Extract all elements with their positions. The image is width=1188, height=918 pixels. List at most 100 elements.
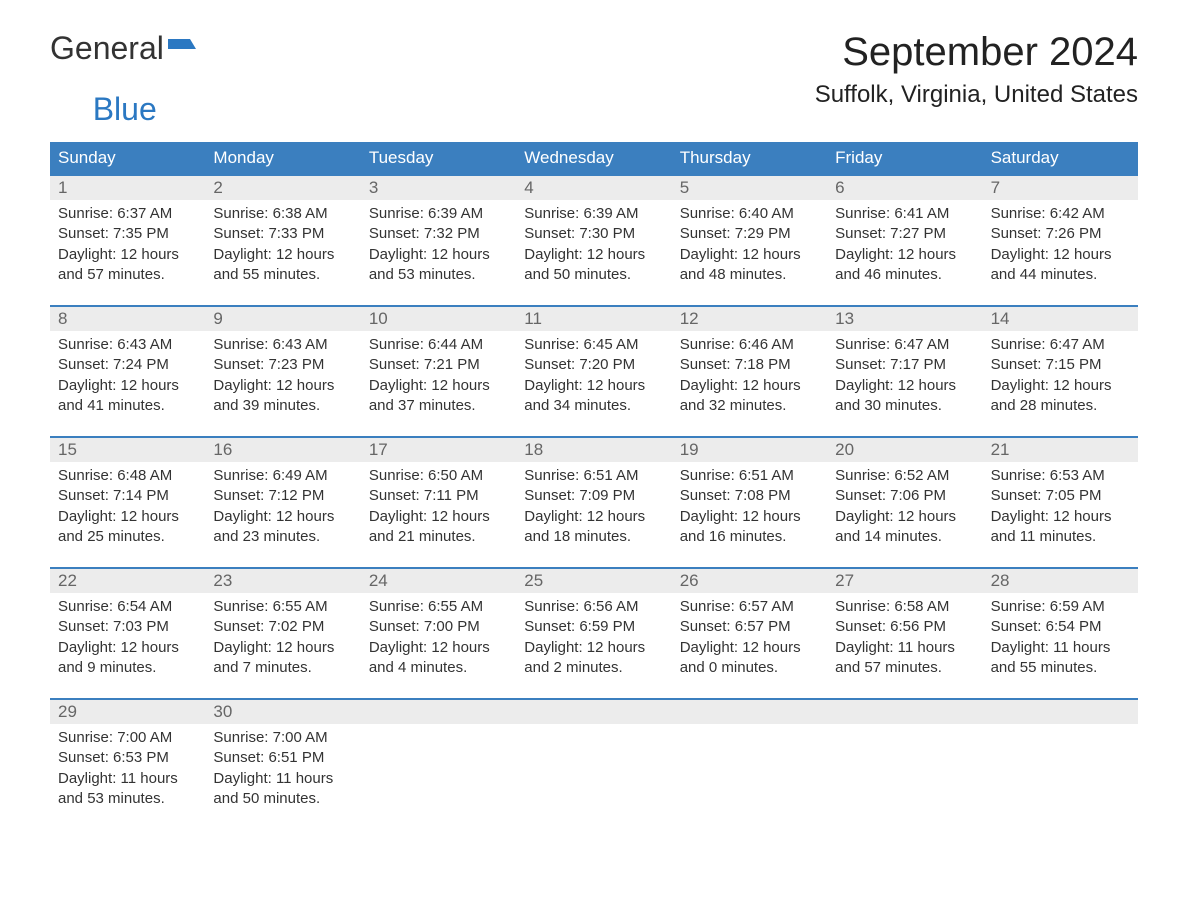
brand-flag-icon (168, 30, 196, 67)
daylight-line: Daylight: 12 hours and 44 minutes. (991, 245, 1130, 286)
sunset-line: Sunset: 6:51 PM (213, 748, 352, 768)
daylight-line: Daylight: 12 hours and 48 minutes. (680, 245, 819, 286)
day-number: 1 (50, 176, 205, 200)
day-number: 29 (50, 700, 205, 724)
sunset-line: Sunset: 7:05 PM (991, 486, 1130, 506)
day-cell: Sunrise: 6:52 AMSunset: 7:06 PMDaylight:… (827, 462, 982, 557)
day-number: 28 (983, 569, 1138, 593)
sunrise-line: Sunrise: 6:45 AM (524, 335, 663, 355)
day-number: 6 (827, 176, 982, 200)
daylight-line: Daylight: 11 hours and 50 minutes. (213, 769, 352, 810)
day-cell: Sunrise: 6:50 AMSunset: 7:11 PMDaylight:… (361, 462, 516, 557)
daylight-line: Daylight: 12 hours and 21 minutes. (369, 507, 508, 548)
day-number (516, 700, 671, 724)
day-cell: Sunrise: 6:39 AMSunset: 7:30 PMDaylight:… (516, 200, 671, 295)
daylight-line: Daylight: 12 hours and 25 minutes. (58, 507, 197, 548)
sunrise-line: Sunrise: 6:51 AM (524, 466, 663, 486)
sunset-line: Sunset: 7:23 PM (213, 355, 352, 375)
day-cell (672, 724, 827, 819)
sunrise-line: Sunrise: 6:37 AM (58, 204, 197, 224)
sunrise-line: Sunrise: 6:59 AM (991, 597, 1130, 617)
day-cell: Sunrise: 6:47 AMSunset: 7:15 PMDaylight:… (983, 331, 1138, 426)
sunrise-line: Sunrise: 6:43 AM (58, 335, 197, 355)
sunset-line: Sunset: 7:27 PM (835, 224, 974, 244)
sunset-line: Sunset: 7:06 PM (835, 486, 974, 506)
daylight-line: Daylight: 12 hours and 23 minutes. (213, 507, 352, 548)
day-cell: Sunrise: 6:40 AMSunset: 7:29 PMDaylight:… (672, 200, 827, 295)
sunrise-line: Sunrise: 6:51 AM (680, 466, 819, 486)
day-cell: Sunrise: 6:54 AMSunset: 7:03 PMDaylight:… (50, 593, 205, 688)
day-number: 12 (672, 307, 827, 331)
daylight-line: Daylight: 12 hours and 57 minutes. (58, 245, 197, 286)
day-number: 3 (361, 176, 516, 200)
day-number: 11 (516, 307, 671, 331)
daynum-band: 15161718192021 (50, 438, 1138, 462)
day-number: 5 (672, 176, 827, 200)
day-number (983, 700, 1138, 724)
sunrise-line: Sunrise: 6:54 AM (58, 597, 197, 617)
daynum-band: 22232425262728 (50, 569, 1138, 593)
sunrise-line: Sunrise: 6:43 AM (213, 335, 352, 355)
sunset-line: Sunset: 6:57 PM (680, 617, 819, 637)
sunrise-line: Sunrise: 6:47 AM (991, 335, 1130, 355)
week-row: 22232425262728Sunrise: 6:54 AMSunset: 7:… (50, 567, 1138, 688)
daylight-line: Daylight: 12 hours and 55 minutes. (213, 245, 352, 286)
sunrise-line: Sunrise: 6:46 AM (680, 335, 819, 355)
day-number: 7 (983, 176, 1138, 200)
day-cell: Sunrise: 6:56 AMSunset: 6:59 PMDaylight:… (516, 593, 671, 688)
sunrise-line: Sunrise: 6:42 AM (991, 204, 1130, 224)
day-cell: Sunrise: 7:00 AMSunset: 6:53 PMDaylight:… (50, 724, 205, 819)
day-number: 22 (50, 569, 205, 593)
sunrise-line: Sunrise: 6:57 AM (680, 597, 819, 617)
daybody-row: Sunrise: 6:48 AMSunset: 7:14 PMDaylight:… (50, 462, 1138, 557)
week-row: 15161718192021Sunrise: 6:48 AMSunset: 7:… (50, 436, 1138, 557)
daybody-row: Sunrise: 6:43 AMSunset: 7:24 PMDaylight:… (50, 331, 1138, 426)
day-cell: Sunrise: 6:55 AMSunset: 7:00 PMDaylight:… (361, 593, 516, 688)
sunset-line: Sunset: 7:17 PM (835, 355, 974, 375)
day-cell: Sunrise: 6:44 AMSunset: 7:21 PMDaylight:… (361, 331, 516, 426)
weekday-header-row: SundayMondayTuesdayWednesdayThursdayFrid… (50, 142, 1138, 174)
daynum-band: 891011121314 (50, 307, 1138, 331)
sunrise-line: Sunrise: 6:55 AM (369, 597, 508, 617)
day-number: 10 (361, 307, 516, 331)
sunrise-line: Sunrise: 6:49 AM (213, 466, 352, 486)
day-cell (983, 724, 1138, 819)
day-cell: Sunrise: 6:55 AMSunset: 7:02 PMDaylight:… (205, 593, 360, 688)
sunrise-line: Sunrise: 6:50 AM (369, 466, 508, 486)
day-cell: Sunrise: 6:43 AMSunset: 7:23 PMDaylight:… (205, 331, 360, 426)
sunset-line: Sunset: 7:26 PM (991, 224, 1130, 244)
sunrise-line: Sunrise: 6:58 AM (835, 597, 974, 617)
day-cell: Sunrise: 6:37 AMSunset: 7:35 PMDaylight:… (50, 200, 205, 295)
daylight-line: Daylight: 12 hours and 39 minutes. (213, 376, 352, 417)
day-number: 9 (205, 307, 360, 331)
sunrise-line: Sunrise: 7:00 AM (58, 728, 197, 748)
sunset-line: Sunset: 7:32 PM (369, 224, 508, 244)
sunset-line: Sunset: 7:24 PM (58, 355, 197, 375)
location-subtitle: Suffolk, Virginia, United States (815, 81, 1138, 109)
title-block: September 2024 Suffolk, Virginia, United… (815, 30, 1138, 109)
day-cell: Sunrise: 6:59 AMSunset: 6:54 PMDaylight:… (983, 593, 1138, 688)
day-number: 25 (516, 569, 671, 593)
day-number: 2 (205, 176, 360, 200)
sunrise-line: Sunrise: 6:40 AM (680, 204, 819, 224)
day-number: 30 (205, 700, 360, 724)
daylight-line: Daylight: 12 hours and 37 minutes. (369, 376, 508, 417)
day-number: 26 (672, 569, 827, 593)
weekday-wednesday: Wednesday (516, 142, 671, 174)
daylight-line: Daylight: 12 hours and 53 minutes. (369, 245, 508, 286)
sunrise-line: Sunrise: 7:00 AM (213, 728, 352, 748)
weekday-monday: Monday (205, 142, 360, 174)
day-number: 17 (361, 438, 516, 462)
day-cell: Sunrise: 6:49 AMSunset: 7:12 PMDaylight:… (205, 462, 360, 557)
daylight-line: Daylight: 12 hours and 30 minutes. (835, 376, 974, 417)
day-cell (827, 724, 982, 819)
sunset-line: Sunset: 7:20 PM (524, 355, 663, 375)
day-cell: Sunrise: 6:41 AMSunset: 7:27 PMDaylight:… (827, 200, 982, 295)
daylight-line: Daylight: 12 hours and 16 minutes. (680, 507, 819, 548)
day-number: 23 (205, 569, 360, 593)
day-cell: Sunrise: 6:51 AMSunset: 7:09 PMDaylight:… (516, 462, 671, 557)
daybody-row: Sunrise: 6:54 AMSunset: 7:03 PMDaylight:… (50, 593, 1138, 688)
day-cell: Sunrise: 6:47 AMSunset: 7:17 PMDaylight:… (827, 331, 982, 426)
sunset-line: Sunset: 7:21 PM (369, 355, 508, 375)
sunrise-line: Sunrise: 6:39 AM (524, 204, 663, 224)
